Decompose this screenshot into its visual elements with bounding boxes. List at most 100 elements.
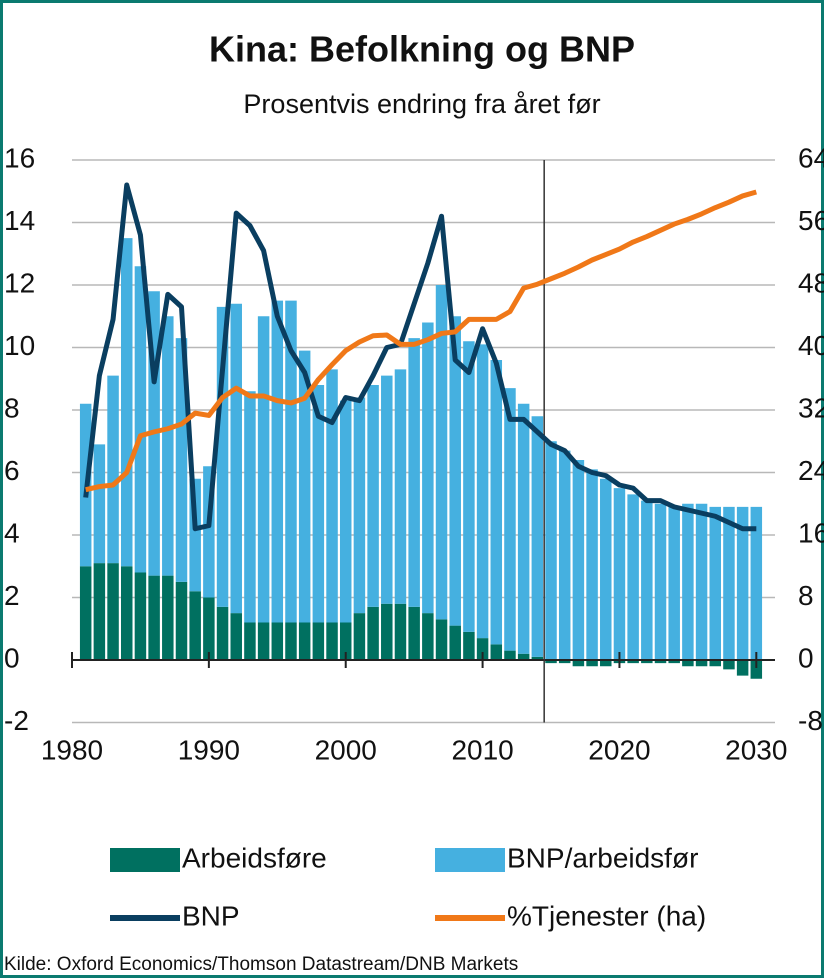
legend-swatch: [435, 848, 505, 872]
x-tick-label: 2010: [451, 734, 513, 765]
source-note: Kilde: Oxford Economics/Thomson Datastre…: [4, 954, 518, 975]
y-tick-label: 12: [4, 267, 35, 298]
bar: [627, 494, 639, 660]
bar: [572, 460, 585, 660]
bar: [750, 660, 763, 679]
bar: [586, 469, 598, 660]
bar: [339, 622, 352, 660]
y2-tick-label: 32: [798, 392, 824, 423]
bar: [381, 603, 393, 660]
bar: [79, 566, 92, 660]
y-tick-label: 0: [4, 642, 20, 673]
bar: [107, 375, 119, 564]
bar: [504, 650, 516, 660]
bar: [504, 388, 516, 651]
bar: [600, 478, 612, 660]
x-tick-label: 2020: [588, 734, 650, 765]
y-tick-label: 10: [4, 330, 35, 361]
y2-tick-label: 48: [798, 267, 824, 298]
y-tick-label: 2: [4, 580, 20, 611]
bar: [723, 506, 735, 660]
bar: [394, 369, 407, 604]
bar: [627, 660, 639, 664]
bar: [517, 653, 530, 660]
bar: [709, 506, 722, 660]
bar: [490, 644, 503, 660]
bar: [435, 285, 448, 620]
y-tick-label: 4: [4, 517, 20, 548]
bar: [134, 266, 147, 573]
bar: [203, 597, 215, 660]
bar: [613, 488, 626, 660]
bar: [162, 316, 174, 576]
bar: [709, 660, 722, 667]
legend-label: BNP/arbeidsfør: [507, 842, 698, 873]
bar: [449, 625, 461, 660]
y-tick-label: 14: [4, 205, 35, 236]
bar: [531, 656, 544, 660]
bar: [490, 360, 503, 645]
bar: [558, 450, 571, 660]
bar: [517, 403, 530, 654]
bar: [736, 660, 749, 676]
bar: [682, 503, 694, 660]
bar: [641, 660, 653, 664]
bar: [654, 660, 667, 664]
bar: [120, 238, 133, 567]
bar: [203, 466, 215, 598]
chart-subtitle: Prosentvis endring fra året før: [243, 89, 600, 119]
bar: [298, 622, 311, 660]
bar: [558, 660, 571, 664]
bar: [367, 606, 379, 660]
bar: [257, 316, 270, 623]
bar: [216, 606, 229, 660]
y-tick-label: 6: [4, 455, 20, 486]
bar: [367, 385, 379, 607]
bar: [120, 566, 133, 660]
bar: [271, 622, 284, 660]
legend-label: %Tjenester (ha): [507, 900, 706, 931]
y2-tick-label: -8: [798, 705, 823, 736]
bar: [353, 397, 366, 614]
line: [85, 189, 758, 493]
chart-title: Kina: Befolkning og BNP: [209, 29, 635, 70]
bar: [312, 622, 325, 660]
bar: [230, 303, 242, 614]
y2-tick-label: 56: [798, 205, 824, 236]
bar: [175, 581, 188, 660]
legend-label: Arbeidsføre: [182, 842, 327, 873]
bar: [244, 391, 256, 623]
bar: [531, 416, 544, 657]
bar: [545, 441, 557, 660]
bar: [422, 613, 434, 660]
bar: [353, 613, 366, 660]
bar: [189, 478, 201, 592]
bar: [463, 341, 475, 632]
bar: [723, 660, 735, 670]
y2-tick-label: 8: [798, 580, 814, 611]
bar: [339, 400, 352, 623]
bar: [586, 660, 598, 667]
y2-tick-label: 0: [798, 642, 814, 673]
bar: [285, 300, 297, 623]
bar: [695, 503, 708, 660]
bar: [476, 638, 489, 660]
line: [83, 182, 757, 532]
bar: [285, 622, 297, 660]
bar: [736, 506, 749, 660]
bar: [449, 316, 461, 626]
legend-swatch: [110, 848, 180, 872]
bar: [326, 369, 338, 623]
bar: [189, 591, 201, 660]
bar: [93, 563, 106, 660]
bar: [134, 572, 147, 660]
bar: [476, 344, 489, 639]
y2-tick-label: 16: [798, 517, 824, 548]
bar: [408, 606, 420, 660]
bar: [216, 306, 229, 607]
bar: [435, 619, 448, 660]
bar: [175, 338, 188, 582]
bar: [298, 350, 311, 623]
